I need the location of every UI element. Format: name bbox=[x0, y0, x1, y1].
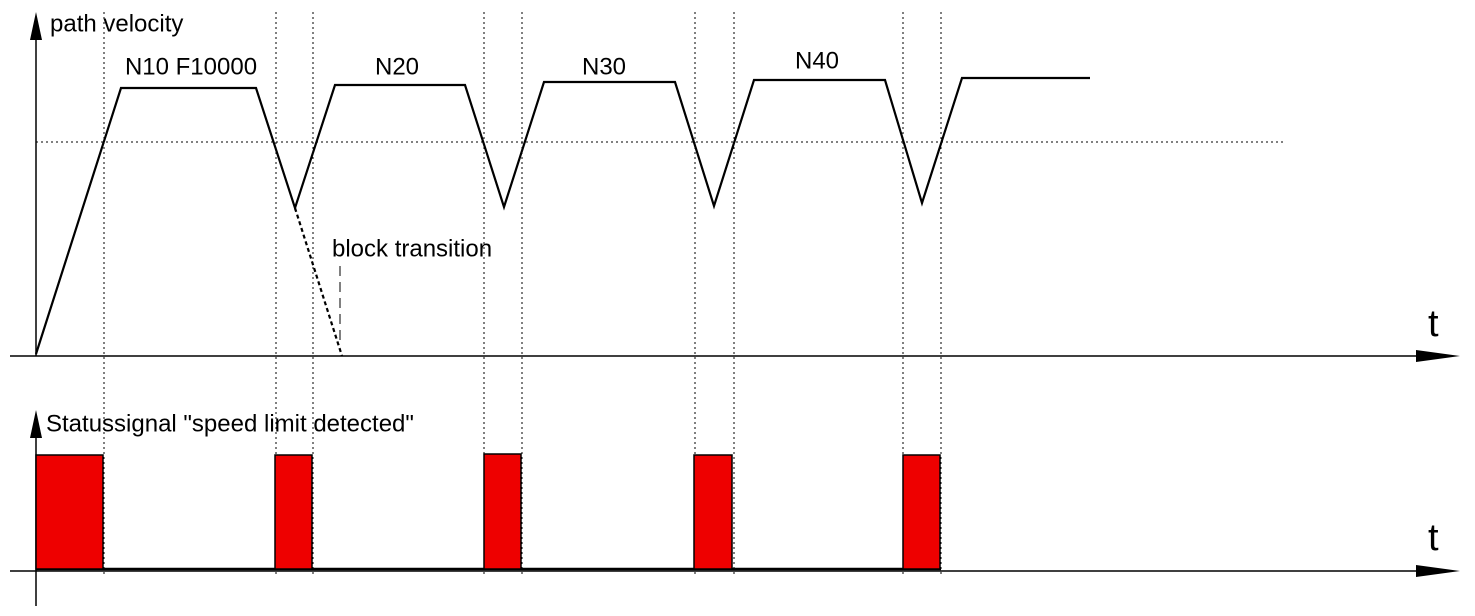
signal-pulse bbox=[693, 454, 733, 570]
axis-label: path velocity bbox=[50, 10, 183, 37]
block-label: N30 bbox=[582, 53, 626, 80]
deceleration-extension bbox=[293, 207, 344, 357]
axis-label: Statussignal "speed limit detected" bbox=[46, 410, 414, 437]
velocity-profile bbox=[34, 76, 1090, 355]
guides bbox=[36, 12, 1285, 575]
signal-pulse bbox=[902, 454, 941, 570]
block-label: N40 bbox=[795, 47, 839, 74]
signal-pulse bbox=[35, 454, 104, 570]
arrow bbox=[1416, 350, 1460, 362]
arrow bbox=[30, 12, 42, 40]
signal-pulse bbox=[483, 453, 522, 570]
block-label: N10 F10000 bbox=[125, 53, 257, 80]
block-label: N20 bbox=[375, 53, 419, 80]
arrow bbox=[1416, 565, 1460, 577]
annotation: block transition bbox=[332, 235, 492, 262]
velocity-axes bbox=[10, 12, 1460, 362]
time-label: t bbox=[1428, 517, 1439, 559]
arrow bbox=[30, 410, 42, 438]
status-axes bbox=[10, 410, 1460, 606]
time-label: t bbox=[1428, 303, 1439, 345]
signal-pulse bbox=[274, 454, 313, 570]
